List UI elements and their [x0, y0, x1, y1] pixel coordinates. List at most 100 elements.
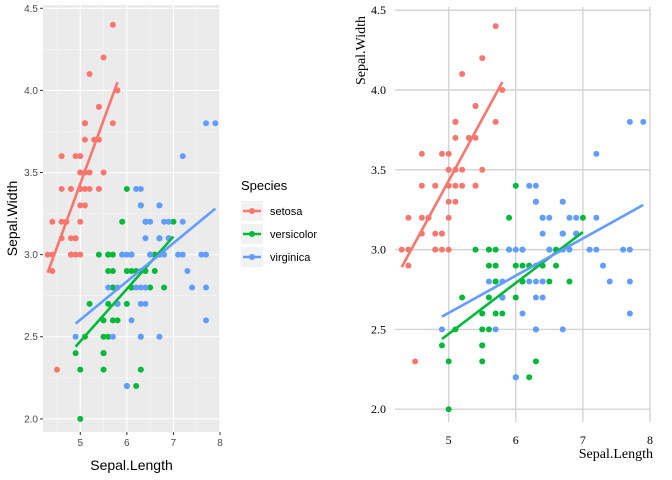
left-point-setosa [72, 153, 79, 160]
right-point-virginica [532, 182, 539, 189]
left-point-versicolor [100, 366, 107, 373]
left-point-virginica [142, 300, 149, 307]
right-y-tick-label: 3.0 [371, 243, 386, 257]
right-x-ticks: 5 6 7 8 [446, 433, 653, 447]
right-point-virginica [626, 278, 633, 285]
left-point-setosa [86, 169, 93, 176]
left-point-setosa [86, 70, 93, 77]
right-point-virginica [539, 230, 546, 237]
left-point-setosa [58, 218, 65, 225]
right-point-setosa [445, 150, 452, 157]
right-point-setosa [459, 166, 466, 173]
legend-key-point-virginica [249, 254, 255, 260]
right-point-setosa [445, 198, 452, 205]
right-point-versicolor [492, 262, 499, 269]
left-point-versicolor [151, 268, 158, 275]
right-trend-virginica [441, 203, 644, 318]
left-point-virginica [156, 333, 163, 340]
left-point-versicolor [137, 366, 144, 373]
right-x-tick-label: 6 [513, 433, 519, 447]
left-point-setosa [49, 268, 56, 275]
left-point-virginica [161, 218, 168, 225]
left-point-setosa [81, 120, 88, 127]
right-point-versicolor [519, 262, 526, 269]
right-point-virginica [532, 278, 539, 285]
left-point-virginica [142, 218, 149, 225]
left-point-virginica [203, 251, 210, 258]
left-point-versicolor [105, 300, 112, 307]
right-x-axis-label: Sepal.Length [579, 447, 653, 462]
right-point-virginica [640, 118, 647, 125]
right-point-virginica [606, 278, 613, 285]
right-point-virginica [559, 230, 566, 237]
left-point-versicolor [147, 284, 154, 291]
left-point-setosa [100, 54, 107, 61]
right-point-virginica [506, 246, 513, 253]
left-point-setosa [77, 169, 84, 176]
right-point-versicolor [512, 182, 519, 189]
left-point-versicolor [128, 268, 135, 275]
left-y-tick-label: 3.5 [24, 168, 38, 179]
left-y-tick-label: 2.0 [24, 414, 38, 425]
right-point-virginica [499, 294, 506, 301]
left-gridlines [43, 5, 221, 432]
right-point-setosa [438, 150, 445, 157]
left-point-versicolor [105, 251, 112, 258]
right-point-virginica [532, 294, 539, 301]
left-point-setosa [77, 218, 84, 225]
right-point-setosa [479, 166, 486, 173]
right-point-versicolor [485, 262, 492, 269]
right-point-virginica [492, 326, 499, 333]
left-point-versicolor [109, 284, 116, 291]
left-point-virginica [203, 120, 210, 127]
left-point-virginica [109, 333, 116, 340]
right-point-setosa [479, 55, 486, 62]
left-point-versicolor [95, 251, 102, 258]
right-point-virginica [539, 294, 546, 301]
right-point-versicolor [506, 214, 513, 221]
left-point-virginica [175, 251, 182, 258]
right-point-virginica [519, 246, 526, 253]
left-point-setosa [81, 202, 88, 209]
right-point-versicolor [492, 278, 499, 285]
right-point-virginica [539, 278, 546, 285]
left-point-setosa [81, 136, 88, 143]
left-point-versicolor [86, 300, 93, 307]
left-point-versicolor [133, 383, 140, 390]
right-point-versicolor [526, 374, 533, 381]
left-y-tick-label: 4.0 [24, 86, 38, 97]
left-point-setosa [100, 169, 107, 176]
left-point-versicolor [123, 300, 130, 307]
right-point-setosa [398, 246, 405, 253]
right-point-virginica [559, 198, 566, 205]
left-point-virginica [123, 251, 130, 258]
right-point-versicolor [479, 358, 486, 365]
left-x-tick-label: 5 [77, 438, 83, 449]
right-point-setosa [445, 246, 452, 253]
right-point-virginica [532, 198, 539, 205]
right-x-tick-label: 7 [580, 433, 586, 447]
left-y-tick-label: 3.0 [24, 250, 38, 261]
left-y-axis-label: Sepal.Width [4, 181, 20, 256]
left-point-setosa [86, 185, 93, 192]
left-point-versicolor [100, 350, 107, 357]
right-point-versicolor [579, 214, 586, 221]
left-x-tick-label: 7 [171, 438, 177, 449]
left-point-virginica [137, 300, 144, 307]
right-point-virginica [485, 278, 492, 285]
right-y-tick-label: 2.0 [371, 402, 386, 416]
right-point-setosa [438, 246, 445, 253]
legend-items: setosa versicolor virginica [241, 201, 317, 267]
legend-key-point-setosa [249, 208, 255, 214]
right-point-setosa [445, 214, 452, 221]
right-point-virginica [593, 150, 600, 157]
right-point-virginica [626, 246, 633, 253]
left-point-versicolor [77, 415, 84, 422]
right-trend-lines [400, 81, 644, 341]
right-point-virginica [586, 246, 593, 253]
right-x-tick-label: 5 [446, 433, 452, 447]
left-point-virginica [156, 235, 163, 242]
right-point-setosa [459, 71, 466, 78]
left-point-virginica [203, 317, 210, 324]
right-point-setosa [412, 358, 419, 365]
